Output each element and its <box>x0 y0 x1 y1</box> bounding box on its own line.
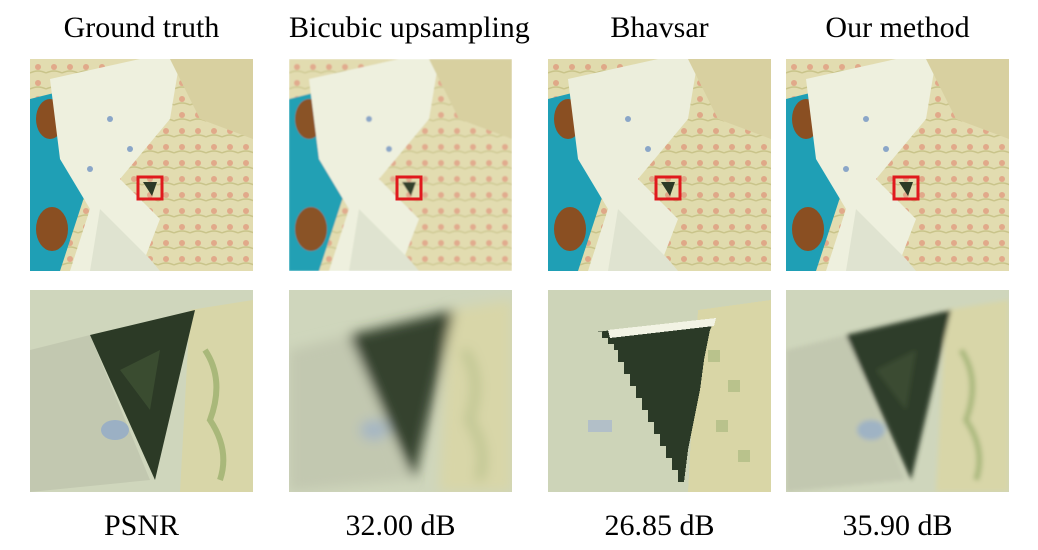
column-title: Our method <box>825 11 970 44</box>
highlight-box <box>136 175 164 201</box>
column-bicubic: Bicubic upsampling <box>289 0 530 550</box>
column-title: Bicubic upsampling <box>289 11 530 44</box>
highlight-box <box>654 175 682 201</box>
column-caption: 35.90 dB <box>842 509 953 542</box>
scene-image <box>289 59 512 271</box>
column-caption: 26.85 dB <box>604 509 715 542</box>
zoom-crop-our-method <box>786 290 1009 492</box>
zoom-crop-bicubic <box>289 290 512 492</box>
column-our-method: Our method <box>786 0 1009 550</box>
column-bhavsar: Bhavsar <box>548 0 771 550</box>
scene-image <box>30 59 253 271</box>
column-ground-truth: Ground truth <box>30 0 253 550</box>
full-image-bicubic <box>289 59 512 271</box>
column-caption: PSNR <box>103 509 180 542</box>
highlight-box <box>892 175 920 201</box>
full-image-bhavsar <box>548 59 771 271</box>
column-title: Bhavsar <box>610 11 709 44</box>
highlight-box <box>395 175 423 201</box>
zoom-crop-bhavsar <box>548 290 771 492</box>
full-image-our-method <box>786 59 1009 271</box>
zoom-image <box>30 290 253 492</box>
column-caption: 32.00 dB <box>345 509 456 542</box>
zoom-image <box>289 290 512 492</box>
full-image-ground-truth <box>30 59 253 271</box>
zoom-crop-ground-truth <box>30 290 253 492</box>
zoom-image <box>786 290 1009 492</box>
scene-image <box>786 59 1009 271</box>
zoom-image <box>548 290 771 492</box>
scene-image <box>548 59 771 271</box>
column-title: Ground truth <box>63 11 220 44</box>
